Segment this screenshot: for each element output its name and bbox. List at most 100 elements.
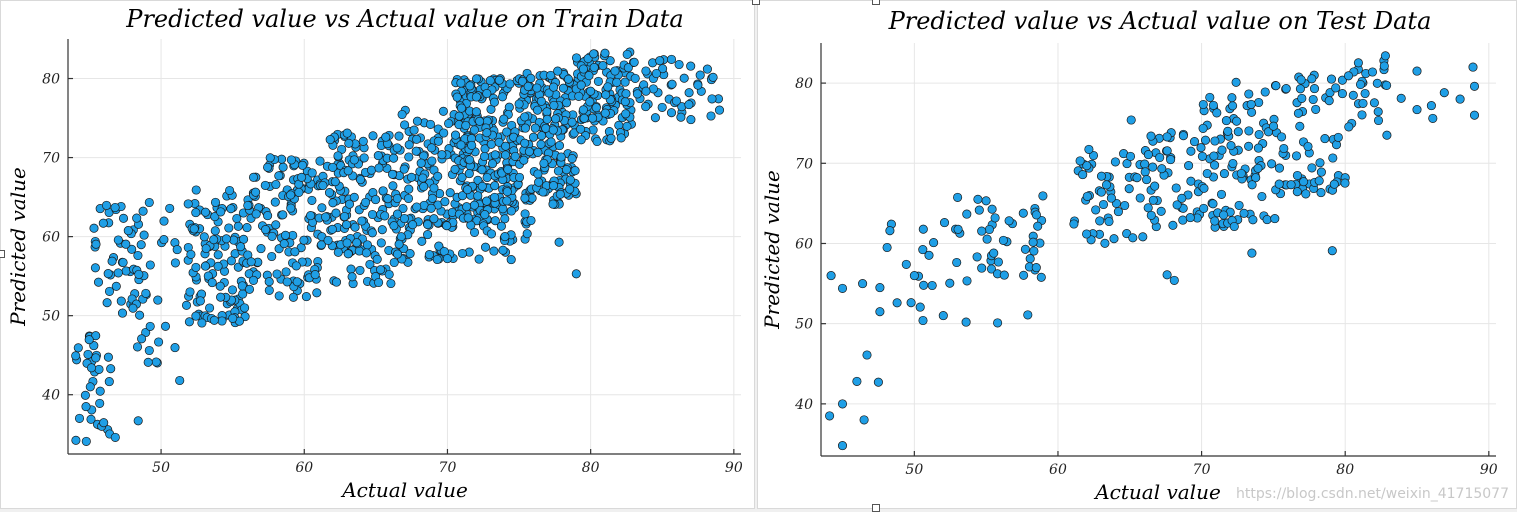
data-point: [427, 193, 437, 203]
data-point: [388, 181, 398, 191]
data-point: [396, 232, 406, 242]
data-point: [1380, 51, 1390, 61]
data-point: [1286, 180, 1296, 190]
data-point: [919, 280, 929, 290]
data-point: [655, 56, 665, 66]
data-point: [123, 226, 133, 236]
data-point: [657, 102, 667, 112]
data-point: [133, 250, 143, 261]
data-point: [520, 209, 530, 219]
data-point: [133, 416, 143, 426]
data-point: [1104, 216, 1114, 227]
data-point: [1328, 153, 1338, 163]
data-point: [981, 196, 991, 206]
data-point: [450, 164, 460, 174]
data-point: [456, 78, 466, 88]
train-scatter-chart: 50 60 70 80 90 40 50 60 70 80 Predicted value vs A…: [6, 5, 743, 502]
data-point: [270, 197, 280, 207]
data-point: [224, 223, 234, 233]
data-point: [1143, 203, 1153, 213]
data-point: [256, 244, 266, 254]
data-point: [1226, 141, 1236, 151]
data-point: [519, 155, 529, 165]
data-point: [915, 302, 925, 312]
data-point: [392, 209, 403, 219]
data-point: [875, 283, 885, 293]
data-point: [433, 136, 443, 146]
data-point: [91, 353, 101, 363]
resize-handle-top-left-panel[interactable]: [752, 0, 760, 5]
data-point: [1135, 193, 1145, 203]
data-point: [417, 236, 427, 246]
data-point: [1082, 161, 1092, 171]
data-point: [412, 134, 422, 144]
data-point: [630, 73, 640, 83]
data-point: [549, 82, 559, 92]
data-point: [1019, 270, 1029, 280]
data-point: [350, 222, 360, 232]
data-point: [530, 123, 540, 133]
data-point: [546, 70, 556, 80]
data-point: [361, 197, 371, 207]
data-point: [490, 181, 500, 191]
data-point: [1095, 216, 1105, 226]
resize-handle-left[interactable]: [0, 250, 5, 258]
data-point: [1038, 191, 1048, 201]
data-point: [389, 153, 399, 163]
data-point: [666, 108, 677, 118]
data-point: [714, 105, 725, 115]
data-point: [357, 216, 367, 226]
data-point: [1082, 229, 1092, 239]
data-point: [371, 195, 381, 205]
data-point: [376, 265, 386, 275]
data-point: [650, 113, 660, 123]
data-point: [291, 261, 301, 271]
x-tick-label: 50: [152, 460, 170, 476]
data-point: [972, 252, 982, 262]
data-point: [279, 239, 289, 249]
data-point: [297, 160, 308, 170]
chart-title: Predicted value vs Actual value on Train…: [125, 5, 683, 33]
data-point: [924, 250, 934, 260]
data-point: [502, 196, 512, 206]
data-point: [203, 271, 213, 281]
data-point: [1106, 193, 1116, 203]
data-point: [362, 240, 372, 250]
x-tick-label: 50: [905, 462, 923, 478]
data-point: [1216, 189, 1227, 199]
data-point: [510, 151, 520, 161]
data-point: [1303, 141, 1313, 152]
data-point: [452, 92, 462, 102]
data-point: [998, 235, 1008, 245]
data-point: [1227, 93, 1237, 103]
data-point: [367, 228, 377, 238]
data-point: [563, 74, 573, 84]
data-point: [1299, 177, 1309, 187]
data-point: [567, 154, 577, 164]
data-point: [331, 208, 341, 218]
data-point: [117, 308, 128, 318]
resize-handle-top-right-panel[interactable]: [872, 0, 880, 5]
data-point: [1202, 168, 1212, 179]
data-point: [1217, 145, 1227, 155]
data-point: [1301, 189, 1311, 199]
data-point: [1469, 110, 1480, 120]
data-point: [367, 209, 378, 220]
data-point: [993, 257, 1003, 267]
data-point: [110, 202, 120, 213]
data-point: [380, 211, 390, 221]
data-point: [641, 102, 651, 112]
data-point: [394, 239, 404, 249]
data-point: [1279, 143, 1289, 154]
data-point: [197, 318, 207, 328]
data-point: [1208, 199, 1218, 209]
data-point: [213, 261, 223, 271]
data-point: [318, 180, 328, 191]
data-point: [1157, 164, 1167, 174]
data-point: [1307, 74, 1317, 84]
data-point: [113, 235, 123, 245]
data-point: [982, 234, 992, 244]
data-point: [938, 311, 948, 321]
data-point: [502, 127, 512, 137]
data-point: [1292, 187, 1302, 197]
